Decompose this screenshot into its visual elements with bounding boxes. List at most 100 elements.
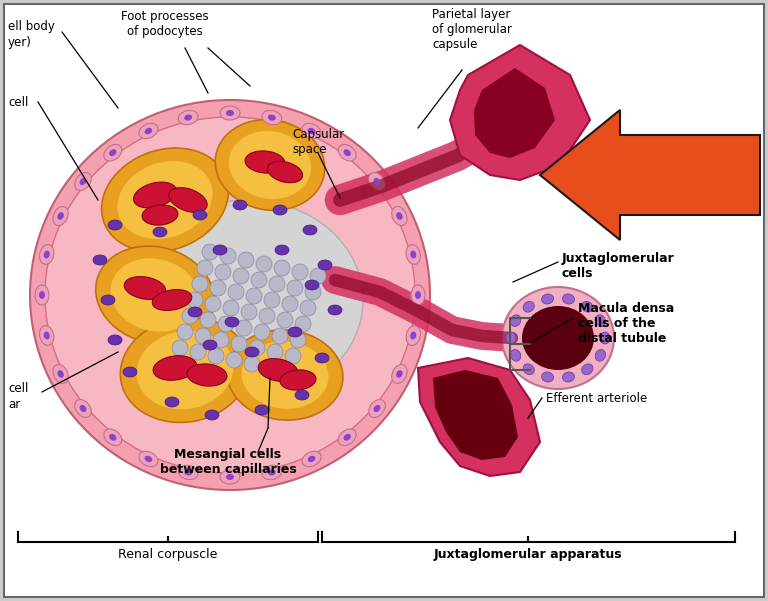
Ellipse shape — [241, 304, 257, 320]
Ellipse shape — [277, 312, 293, 328]
Ellipse shape — [213, 332, 229, 348]
Ellipse shape — [142, 205, 178, 225]
Ellipse shape — [139, 123, 158, 139]
Ellipse shape — [396, 212, 402, 220]
Text: cell: cell — [8, 382, 28, 395]
Ellipse shape — [74, 172, 91, 191]
Ellipse shape — [177, 324, 193, 340]
Polygon shape — [450, 45, 590, 180]
Ellipse shape — [274, 260, 290, 276]
Ellipse shape — [53, 364, 68, 383]
Ellipse shape — [121, 317, 250, 423]
Ellipse shape — [44, 332, 50, 340]
Ellipse shape — [80, 178, 87, 185]
Ellipse shape — [392, 207, 407, 225]
Ellipse shape — [267, 344, 283, 360]
Ellipse shape — [581, 364, 593, 374]
Ellipse shape — [523, 301, 535, 312]
Ellipse shape — [215, 264, 231, 280]
Ellipse shape — [205, 296, 221, 312]
Ellipse shape — [285, 348, 301, 364]
Ellipse shape — [192, 276, 208, 292]
Ellipse shape — [280, 364, 296, 380]
Ellipse shape — [242, 341, 329, 409]
Ellipse shape — [406, 326, 420, 346]
Ellipse shape — [287, 280, 303, 296]
Ellipse shape — [96, 246, 214, 344]
Ellipse shape — [45, 117, 415, 473]
Ellipse shape — [269, 276, 285, 292]
Polygon shape — [433, 370, 518, 460]
Ellipse shape — [310, 268, 326, 284]
Ellipse shape — [39, 326, 54, 346]
Ellipse shape — [328, 305, 342, 315]
Ellipse shape — [233, 200, 247, 210]
Ellipse shape — [262, 111, 282, 125]
Text: Foot processes
of podocytes: Foot processes of podocytes — [121, 10, 209, 38]
Ellipse shape — [187, 292, 203, 308]
Ellipse shape — [228, 284, 244, 300]
Ellipse shape — [153, 227, 167, 237]
Ellipse shape — [396, 370, 402, 378]
Ellipse shape — [522, 306, 594, 370]
Ellipse shape — [295, 390, 309, 400]
Ellipse shape — [295, 316, 311, 332]
Ellipse shape — [415, 291, 421, 299]
Ellipse shape — [406, 245, 420, 264]
Ellipse shape — [245, 151, 285, 173]
Ellipse shape — [80, 405, 87, 412]
Ellipse shape — [184, 469, 192, 475]
Text: Macula densa
cells of the
distal tubule: Macula densa cells of the distal tubule — [578, 302, 674, 345]
Ellipse shape — [200, 312, 216, 328]
Ellipse shape — [308, 128, 316, 134]
Ellipse shape — [108, 335, 122, 345]
Ellipse shape — [182, 308, 198, 324]
Ellipse shape — [541, 372, 554, 382]
Text: Capsular
space: Capsular space — [292, 128, 344, 156]
Ellipse shape — [220, 248, 236, 264]
Ellipse shape — [244, 356, 260, 372]
Polygon shape — [474, 68, 555, 158]
Ellipse shape — [137, 331, 233, 409]
Ellipse shape — [238, 252, 254, 268]
Ellipse shape — [220, 106, 240, 120]
Ellipse shape — [292, 264, 308, 280]
Ellipse shape — [190, 344, 206, 360]
Ellipse shape — [308, 456, 316, 462]
Ellipse shape — [343, 434, 351, 441]
Ellipse shape — [218, 316, 234, 332]
Ellipse shape — [562, 294, 574, 304]
Ellipse shape — [118, 161, 213, 239]
Ellipse shape — [188, 307, 202, 317]
Ellipse shape — [511, 315, 521, 326]
Ellipse shape — [511, 350, 521, 361]
Ellipse shape — [133, 200, 363, 400]
Ellipse shape — [208, 348, 224, 364]
Ellipse shape — [373, 405, 380, 412]
Ellipse shape — [109, 149, 117, 156]
Ellipse shape — [30, 100, 430, 490]
Ellipse shape — [290, 332, 306, 348]
Polygon shape — [418, 358, 540, 476]
Ellipse shape — [44, 251, 50, 258]
Ellipse shape — [541, 294, 554, 304]
Ellipse shape — [109, 434, 117, 441]
Ellipse shape — [268, 469, 276, 475]
Ellipse shape — [178, 465, 198, 480]
Ellipse shape — [272, 328, 288, 344]
Ellipse shape — [262, 465, 282, 480]
Ellipse shape — [595, 315, 605, 326]
Ellipse shape — [165, 397, 179, 407]
Ellipse shape — [104, 429, 122, 445]
Ellipse shape — [410, 332, 416, 340]
Ellipse shape — [318, 260, 332, 270]
Ellipse shape — [303, 225, 317, 235]
Ellipse shape — [246, 288, 262, 304]
Ellipse shape — [169, 188, 207, 212]
Ellipse shape — [245, 347, 259, 357]
Ellipse shape — [139, 451, 158, 466]
FancyBboxPatch shape — [4, 4, 764, 597]
Ellipse shape — [506, 332, 516, 344]
Ellipse shape — [35, 285, 49, 305]
Ellipse shape — [93, 255, 107, 265]
